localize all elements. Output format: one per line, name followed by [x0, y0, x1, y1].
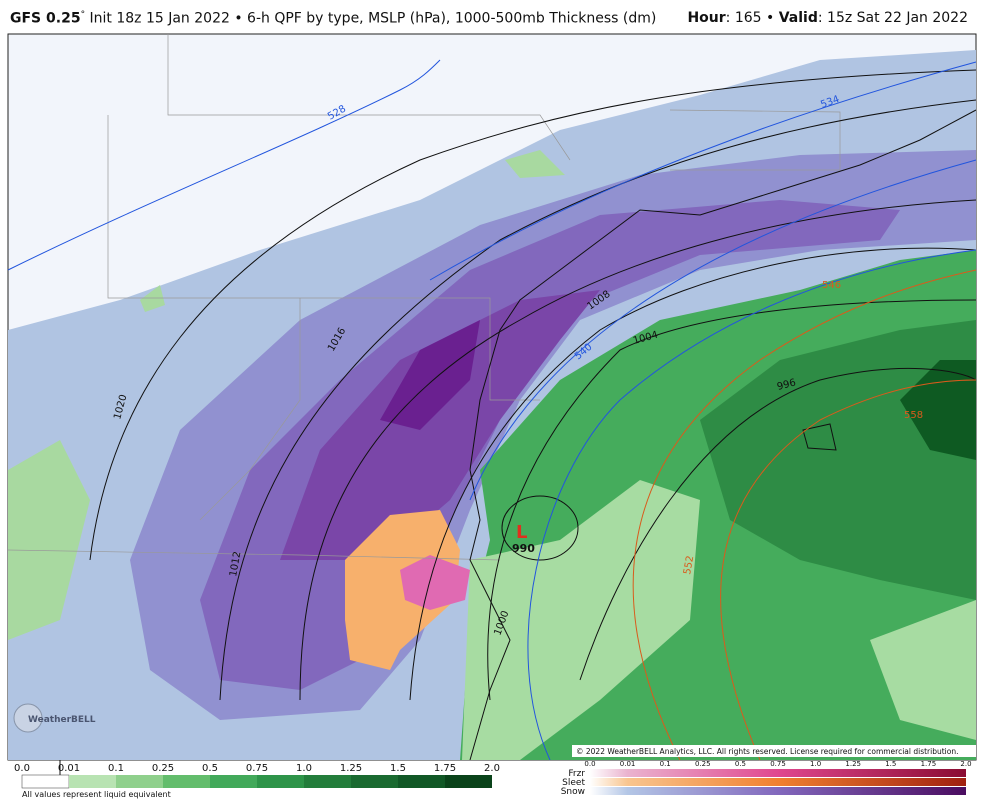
- legend-value: 1.5: [885, 760, 896, 768]
- thickness-label: 552: [682, 555, 696, 576]
- legend-value: 0.75: [246, 763, 268, 774]
- copyright: © 2022 WeatherBELL Analytics, LLC. All r…: [576, 747, 958, 756]
- hour-value: : 165 •: [725, 10, 775, 26]
- legend-value: 0.5: [202, 763, 218, 774]
- low-pressure: 990: [512, 542, 535, 555]
- legend-value: 0.1: [108, 763, 124, 774]
- legend-value: 2.0: [484, 763, 500, 774]
- ptype-label: Snow: [561, 787, 585, 797]
- valid-label: Valid: [778, 10, 818, 26]
- legend-value: 1.0: [296, 763, 312, 774]
- hour-label: Hour: [687, 10, 726, 26]
- legend-value: 1.5: [390, 763, 406, 774]
- isobar-label: 996: [776, 377, 797, 393]
- isobars: [89, 69, 977, 701]
- legend-value: 0.75: [770, 760, 786, 768]
- legend-value: 0.01: [58, 763, 80, 774]
- thickness-label: 558: [904, 410, 923, 421]
- legend-value: 1.25: [340, 763, 362, 774]
- thickness-label: 546: [822, 280, 841, 291]
- legend-value: 0.01: [620, 760, 636, 768]
- logo: WeatherBELL: [28, 715, 96, 725]
- degree: °: [80, 10, 86, 20]
- legend-value: 2.0: [960, 760, 971, 768]
- thickness-lines: [7, 59, 977, 761]
- legend-value: 0.0: [584, 760, 595, 768]
- legend-value: 1.75: [921, 760, 937, 768]
- legend-value: 0.25: [695, 760, 711, 768]
- header: GFS 0.25° Init 18z 15 Jan 2022 • 6-h QPF…: [10, 10, 976, 27]
- ptype-label: Sleet: [562, 778, 585, 788]
- legend-value: 0.0: [14, 763, 30, 774]
- rain-legend: [21, 774, 492, 789]
- legend-value: 0.1: [660, 760, 671, 768]
- valid-info: Hour: 165 • Valid: 15z Sat 22 Jan 2022: [687, 10, 968, 26]
- legend-value: 1.0: [810, 760, 821, 768]
- isobar-label: 1012: [228, 551, 243, 578]
- ptype-label: Frzr: [568, 769, 585, 779]
- logo-globe: [13, 703, 43, 733]
- init: Init 18z 15 Jan 2022 • 6-h QPF by type, …: [89, 10, 657, 27]
- low-symbol: L: [516, 522, 527, 543]
- legend-value: 1.25: [845, 760, 861, 768]
- valid-value: : 15z Sat 22 Jan 2022: [817, 10, 968, 26]
- precip: [8, 50, 976, 760]
- legend-note: All values represent liquid equivalent: [22, 790, 171, 799]
- model: GFS 0.25: [10, 10, 81, 27]
- ptype-legend: [590, 769, 966, 795]
- legend-value: 0.25: [152, 763, 174, 774]
- legend-value: 0.5: [735, 760, 746, 768]
- borders: [7, 34, 841, 561]
- copyright-bg: [572, 745, 976, 757]
- legend-value: 1.75: [434, 763, 456, 774]
